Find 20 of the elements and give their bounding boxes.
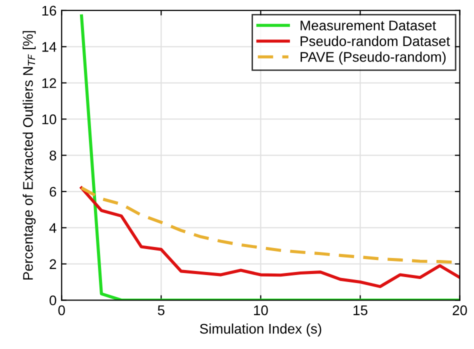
x-tick-label: 0 bbox=[58, 305, 65, 316]
line-series bbox=[80, 186, 460, 288]
y-axis-title: Percentage of Extracted Outliers N$_{TF}$ [%] bbox=[22, 31, 36, 280]
y-tick-label: 10 bbox=[42, 114, 56, 124]
legend-label: Measurement Dataset bbox=[300, 20, 436, 30]
x-tick-label: 5 bbox=[158, 306, 164, 316]
x-tick-label: 20 bbox=[452, 305, 467, 316]
y-tick-label: 6 bbox=[50, 186, 56, 197]
y-tick-label: 8 bbox=[50, 150, 56, 160]
x-tick-label: 10 bbox=[254, 305, 268, 316]
legend-label: PAVE (Pseudo-random) bbox=[300, 52, 446, 65]
y-tick-label: 16 bbox=[42, 6, 56, 16]
x-axis-title: Simulation Index (s) bbox=[200, 324, 322, 336]
x-tick-label: 15 bbox=[354, 306, 368, 316]
y-tick-label: 0 bbox=[50, 295, 56, 306]
y-tick-label: 4 bbox=[49, 223, 56, 233]
y-tick-label: 12 bbox=[42, 78, 56, 88]
y-tick-label: 2 bbox=[50, 259, 56, 269]
legend-label: Pseudo-random Dataset bbox=[300, 36, 450, 46]
y-tick-label: 14 bbox=[42, 42, 56, 52]
